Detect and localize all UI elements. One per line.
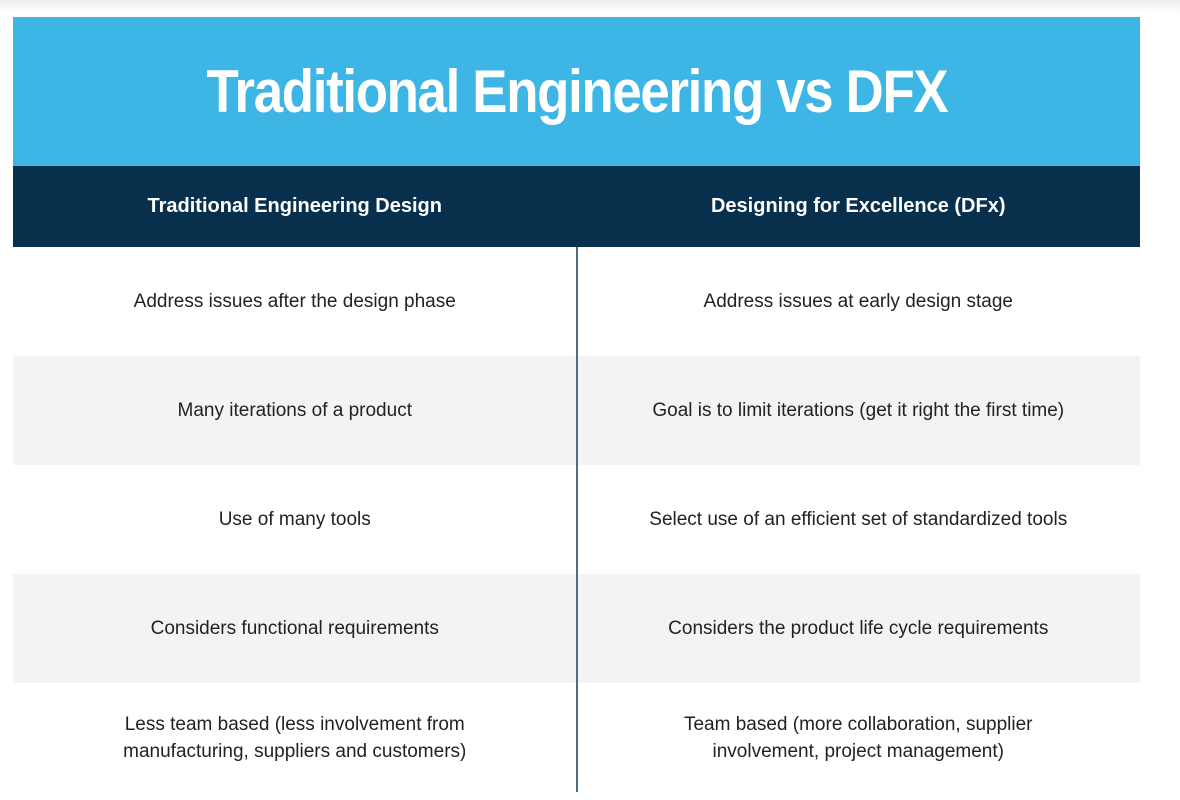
table-cell: Team based (more collaboration, supplier… bbox=[683, 713, 1033, 762]
column-header: Traditional Engineering Design bbox=[147, 195, 442, 217]
table-row: Use of many tools Select use of an effici… bbox=[13, 465, 1140, 574]
table-cell: Address issues after the design phase bbox=[133, 291, 456, 312]
table-cell: Many iterations of a product bbox=[177, 400, 412, 421]
column-divider bbox=[576, 247, 578, 792]
table-cell: Use of many tools bbox=[218, 509, 371, 530]
title-banner: Traditional Engineering vs DFX bbox=[13, 17, 1140, 166]
table-cell: Considers the product life cycle require… bbox=[668, 618, 1049, 639]
table-header: Traditional Engineering Design Designing … bbox=[13, 166, 1140, 247]
title: Traditional Engineering vs DFX bbox=[206, 58, 948, 125]
table-row: Less team based (less involvement from m… bbox=[13, 683, 1140, 792]
table-row: Address issues after the design phase Add… bbox=[13, 247, 1140, 356]
table-cell: Address issues at early design stage bbox=[703, 291, 1013, 312]
top-strip bbox=[0, 0, 1180, 14]
table-cell: Considers functional requirements bbox=[150, 618, 439, 639]
table-cell: Less team based (less involvement from m… bbox=[123, 713, 467, 762]
table-cell: Goal is to limit iterations (get it righ… bbox=[652, 400, 1065, 421]
column-header: Designing for Excellence (DFx) bbox=[710, 195, 1006, 217]
table-cell: Select use of an efficient set of standa… bbox=[649, 509, 1068, 530]
